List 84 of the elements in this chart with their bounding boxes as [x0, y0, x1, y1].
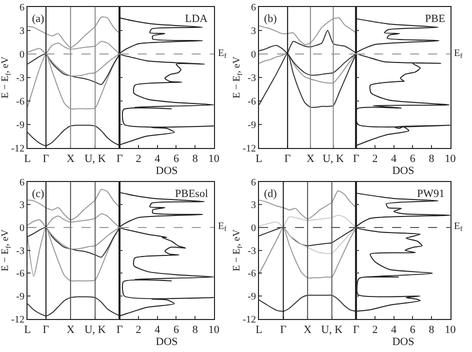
x-tick-label: Γ	[42, 324, 50, 336]
y-tick-label: 0	[251, 222, 256, 234]
x-tick-label: X	[304, 324, 312, 336]
x-tick-label: 8	[192, 324, 198, 336]
x-tick-label: Γ	[352, 324, 360, 336]
x-tick-label: 10	[444, 153, 456, 166]
y-tick-label: 3	[251, 26, 256, 37]
x-axis-title: DOS	[392, 165, 414, 178]
x-tick-label: Γ	[280, 324, 286, 336]
x-tick-label: Γ	[116, 324, 123, 336]
y-tick-label: 0	[20, 222, 25, 234]
x-tick-label: 4	[154, 153, 161, 166]
x-tick-label: 2	[136, 153, 142, 166]
x-tick-label: Γ	[116, 153, 123, 166]
x-axis-title: DOS	[156, 336, 178, 348]
annotation: LDA	[185, 13, 208, 25]
annotation: (c)	[32, 188, 45, 200]
y-tick-label: 3	[251, 200, 256, 212]
y-tick-label: -3	[16, 246, 25, 257]
x-tick-label: 6	[173, 324, 180, 336]
y-tick-label: 3	[20, 26, 25, 37]
ref-line-label: E$_{f}$	[218, 221, 228, 234]
x-tick-label: L	[24, 153, 32, 166]
y-tick-label: -3	[248, 72, 256, 84]
annotation: PW91	[417, 188, 444, 200]
annotation: (b)	[264, 13, 278, 25]
annotation: (a)	[32, 13, 45, 25]
y-tick-label: 6	[251, 2, 256, 14]
x-tick-label: 6	[410, 324, 416, 336]
y-tick-label: -6	[248, 268, 256, 280]
y-tick-label: 6	[20, 177, 25, 188]
y-tick-label: -12	[242, 314, 256, 326]
y-tick-label: -12	[11, 314, 25, 326]
x-tick-label: L	[256, 153, 263, 166]
ref-line-label: E$_{f}$	[218, 48, 228, 60]
x-tick-label: X	[306, 153, 314, 166]
ref-line-label: E$_{f}$	[454, 48, 464, 60]
x-tick-label: U, K	[321, 324, 343, 336]
annotation: (d)	[264, 188, 278, 200]
x-tick-label: X	[66, 153, 75, 166]
x-tick-label: 8	[192, 153, 198, 166]
y-tick-label: -3	[16, 72, 25, 84]
y-tick-label: -6	[16, 268, 25, 280]
y-tick-label: 6	[251, 177, 256, 188]
x-tick-label: U, K	[84, 153, 106, 166]
x-tick-label: 8	[428, 153, 435, 166]
y-tick-label: 3	[20, 200, 25, 212]
y-tick-label: -6	[248, 96, 256, 108]
x-tick-label: 4	[391, 153, 398, 166]
x-tick-label: Γ	[352, 153, 360, 166]
y-tick-label: -9	[248, 292, 256, 303]
x-tick-label: 10	[208, 324, 220, 336]
y-tick-label: 6	[20, 2, 25, 14]
x-tick-label: 4	[154, 324, 161, 336]
x-tick-label: L	[256, 324, 263, 336]
x-tick-label: U, K	[322, 153, 344, 166]
annotation: PBE	[425, 13, 446, 25]
y-tick-label: -9	[16, 120, 25, 131]
y-tick-label: 0	[20, 49, 25, 60]
y-tick-label: -6	[16, 96, 25, 108]
x-tick-label: U, K	[84, 324, 106, 336]
y-tick-label: -3	[248, 246, 256, 257]
x-axis-title: DOS	[156, 165, 178, 178]
x-tick-label: 2	[372, 153, 378, 166]
x-tick-label: 6	[410, 153, 416, 166]
annotation: PBEsol	[175, 188, 208, 200]
x-axis-title: DOS	[392, 336, 414, 348]
x-tick-label: 4	[391, 324, 398, 336]
x-tick-label: L	[24, 324, 32, 336]
y-tick-label: -12	[242, 143, 256, 154]
y-tick-label: 0	[251, 49, 256, 60]
x-tick-label: 8	[428, 324, 435, 336]
ref-line-label: E$_{f}$	[454, 221, 464, 234]
y-tick-label: -9	[248, 120, 256, 131]
x-tick-label: 2	[136, 324, 142, 336]
x-tick-label: Γ	[42, 153, 50, 166]
x-tick-label: 10	[444, 324, 456, 336]
x-tick-label: 2	[372, 324, 378, 336]
x-tick-label: X	[66, 324, 75, 336]
x-tick-label: 6	[173, 153, 180, 166]
y-tick-label: -9	[16, 292, 25, 303]
y-tick-label: -12	[11, 143, 25, 154]
x-tick-label: 10	[208, 153, 220, 166]
x-tick-label: Γ	[284, 153, 291, 166]
